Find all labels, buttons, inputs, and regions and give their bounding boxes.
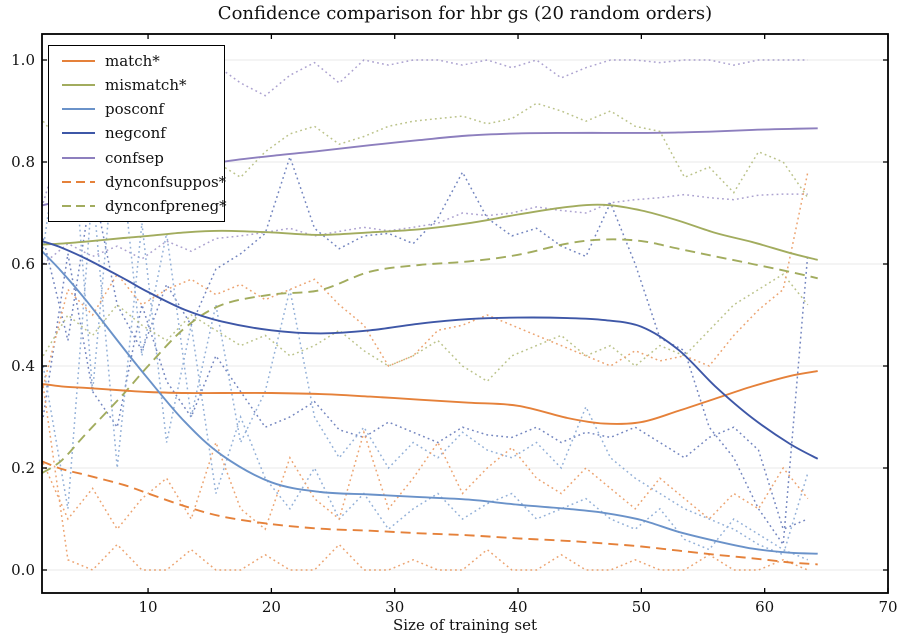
legend-item-dynconfpreneg: dynconfpreneg* bbox=[49, 195, 227, 217]
legend-item-mismatch: mismatch* bbox=[49, 74, 224, 96]
x-tick-label: 10 bbox=[139, 598, 158, 616]
y-tick-label: 0.2 bbox=[11, 459, 35, 477]
series-match* bbox=[42, 370, 818, 425]
legend-label: mismatch* bbox=[105, 76, 187, 95]
legend-sample-line bbox=[62, 204, 95, 207]
series-dynconfsuppos* bbox=[42, 460, 818, 566]
series-dynconfpreneg* bbox=[42, 238, 818, 474]
x-tick-label: 50 bbox=[632, 598, 651, 616]
tick-marks bbox=[42, 34, 889, 593]
y-tick-label: 0.8 bbox=[11, 153, 35, 171]
series-posconf bbox=[42, 250, 818, 555]
legend: match* mismatch* posconf negconf confsep dync… bbox=[48, 45, 227, 222]
legend-item-confsep: confsep bbox=[49, 147, 224, 169]
legend-item-negconf: negconf bbox=[49, 122, 224, 144]
tick-labels: 10 20 30 40 50 60 70 0.0 0.2 0.4 0.6 0.8 1.0 bbox=[11, 51, 897, 616]
y-tick-label: 0.4 bbox=[11, 357, 35, 375]
run-posconf-run-b bbox=[42, 187, 809, 561]
x-tick-label: 40 bbox=[508, 598, 527, 616]
legend-sample-line bbox=[62, 108, 95, 111]
legend-label: dynconfpreneg* bbox=[105, 196, 227, 215]
legend-item-dynconfsuppos: dynconfsuppos* bbox=[49, 171, 227, 193]
y-tick-label: 1.0 bbox=[11, 51, 35, 69]
legend-label: posconf bbox=[105, 100, 164, 119]
legend-item-posconf: posconf bbox=[49, 98, 224, 120]
legend-label: dynconfsuppos* bbox=[105, 172, 227, 191]
series-mismatch* bbox=[42, 203, 818, 261]
legend-sample-line bbox=[62, 156, 95, 159]
dashed-mean-curves bbox=[42, 238, 818, 566]
run-match-run-mid bbox=[42, 172, 809, 387]
run-posconf-run-a bbox=[42, 75, 809, 556]
run-mismatch-run-mid bbox=[42, 273, 809, 383]
x-axis-label: Size of training set bbox=[392, 616, 537, 634]
run-negconf-run-a bbox=[42, 154, 809, 547]
legend-sample-line bbox=[62, 84, 95, 87]
y-tick-label: 0.6 bbox=[11, 255, 35, 273]
legend-sample-line bbox=[62, 60, 95, 63]
x-tick-label: 20 bbox=[262, 598, 281, 616]
axes-spines bbox=[41, 33, 889, 594]
legend-label: match* bbox=[105, 52, 160, 71]
legend-item-match: match* bbox=[49, 50, 224, 72]
x-tick-label: 60 bbox=[755, 598, 774, 616]
legend-sample-line bbox=[62, 132, 95, 135]
y-tick-label: 0.0 bbox=[11, 561, 35, 579]
chart-title: Confidence comparison for hbr gs (20 ran… bbox=[217, 3, 713, 24]
run-match-run-low bbox=[42, 429, 809, 531]
x-tick-label: 30 bbox=[385, 598, 404, 616]
legend-sample-line bbox=[62, 180, 95, 183]
series-negconf bbox=[42, 240, 819, 460]
legend-label: negconf bbox=[105, 124, 166, 143]
run-mismatch-run-high bbox=[42, 102, 809, 199]
x-tick-label: 70 bbox=[878, 598, 897, 616]
run-match-run-zero bbox=[42, 386, 809, 571]
run-negconf-run-b bbox=[42, 253, 809, 531]
legend-label: confsep bbox=[105, 148, 164, 167]
